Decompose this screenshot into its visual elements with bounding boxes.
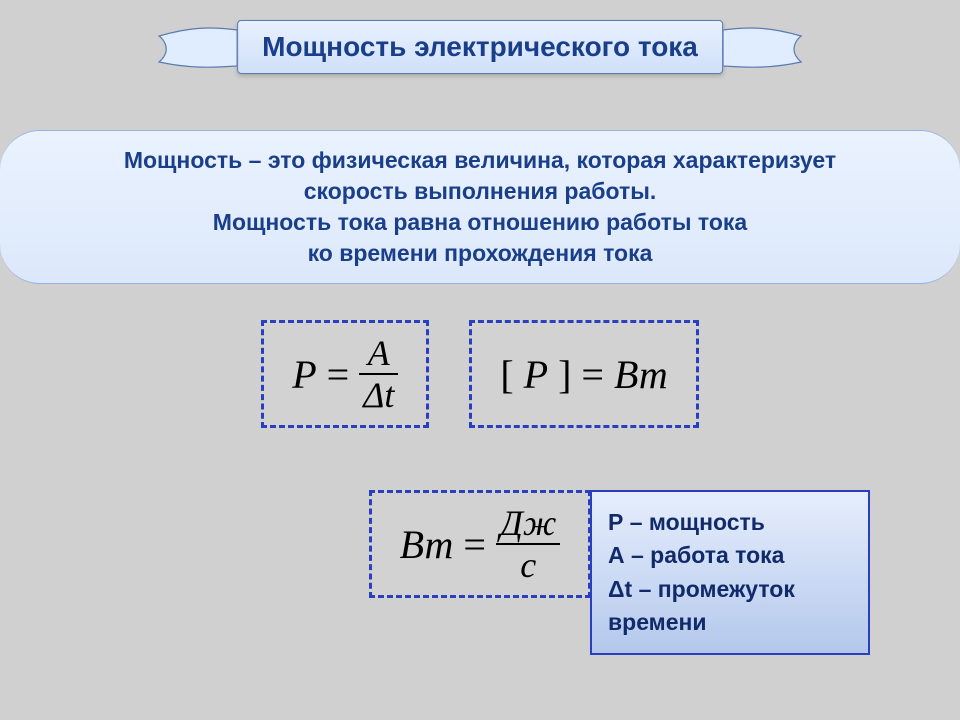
formula-lhs: P [524,351,548,398]
definition-line: Мощность – это физическая величина, кото… [8,145,952,176]
fraction-numerator: Дж [496,505,560,543]
formula-bracket-icon: ] [558,351,571,398]
formula-row-1: P = A Δt [ P ] = Вт [0,320,960,428]
page-title: Мощность электрического тока [237,20,723,74]
fraction-denominator: Δt [359,375,398,413]
legend-line: Δt – промежуток [608,573,852,606]
definition-line: ко времени прохождения тока [8,238,952,269]
formula-lhs: Вт [400,521,454,568]
definition-line: Мощность тока равна отношению работы ток… [8,207,952,238]
definition-line: скорость выполнения работы. [8,176,952,207]
legend-line: А – работа тока [608,539,852,572]
ribbon-right-icon [723,22,803,72]
title-banner: Мощность электрического тока [157,20,803,74]
formula-power-definition: P = A Δt [261,320,429,428]
formula-eq: = [581,351,604,398]
formula-bracket-icon: [ [500,351,513,398]
legend-box: Р – мощность А – работа тока Δt – промеж… [590,490,870,655]
formula-fraction: A Δt [359,335,398,413]
formula-fraction: Дж с [496,505,560,583]
legend-line: времени [608,606,852,639]
formula-power-unit: [ P ] = Вт [469,320,698,428]
formula-eq: = [463,521,486,568]
fraction-numerator: A [364,335,394,373]
formula-rhs: Вт [614,351,668,398]
ribbon-left-icon [157,22,237,72]
definition-box: Мощность – это физическая величина, кото… [0,130,960,284]
legend-line: Р – мощность [608,506,852,539]
fraction-denominator: с [516,545,540,583]
formula-lhs: P [292,351,316,398]
formula-watt-definition: Вт = Дж с [369,490,592,598]
formula-eq: = [327,351,350,398]
